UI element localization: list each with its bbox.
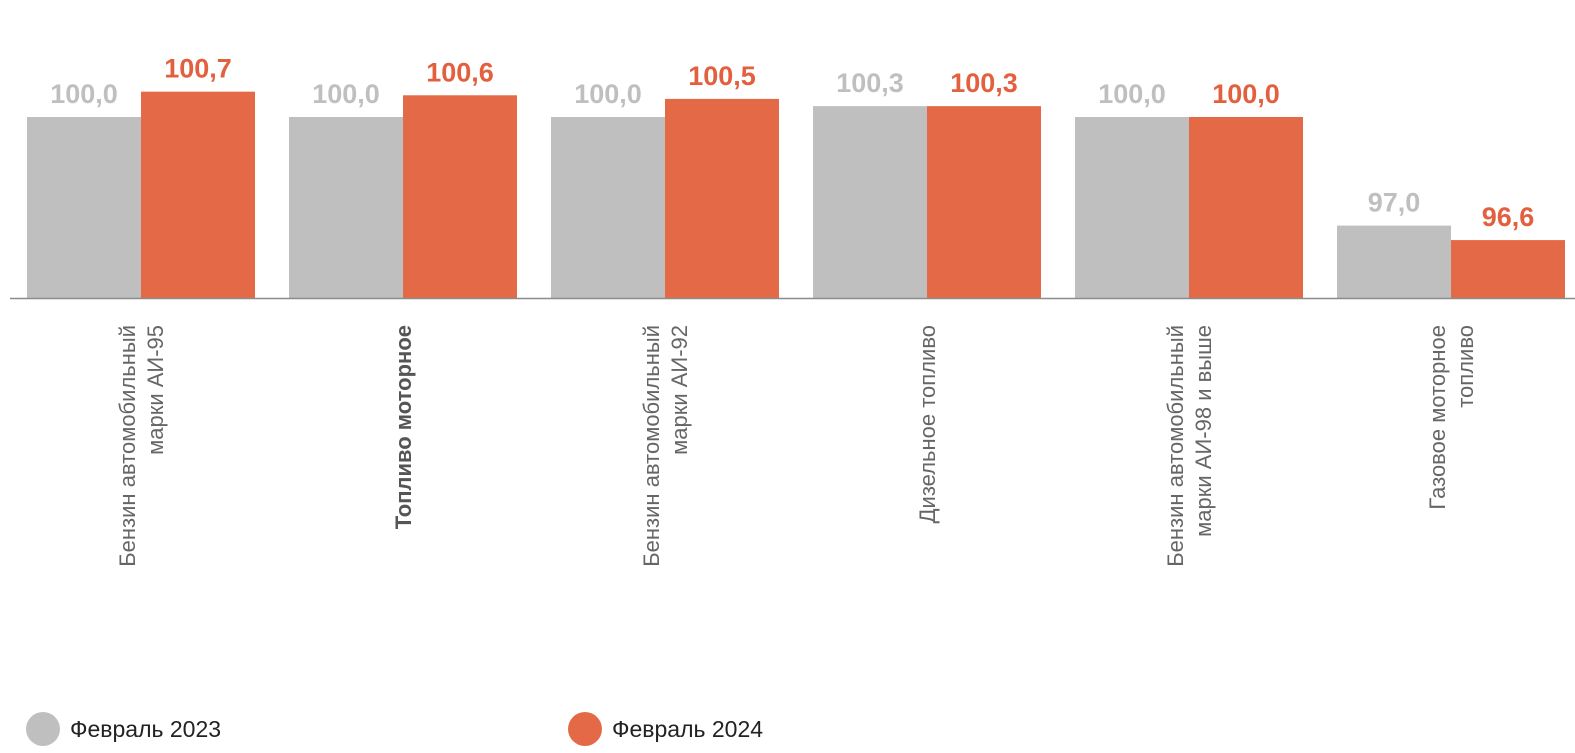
bar-2024-2 <box>665 98 779 299</box>
category-label-4: Бензин автомобильный марки АИ-98 и выше <box>1163 325 1216 567</box>
data-label-2024-3: 100,3 <box>950 68 1018 98</box>
category-label-3: Дизельное топливо <box>915 325 940 523</box>
data-label-2023-1: 100,0 <box>312 79 380 109</box>
bar-2023-3 <box>813 106 927 298</box>
legend-swatch-2024 <box>568 712 602 746</box>
data-label-2023-5: 97,0 <box>1368 188 1421 218</box>
legend-label-2023: Февраль 2023 <box>70 715 222 742</box>
data-label-2023-3: 100,3 <box>836 68 904 98</box>
legend-item-2023: Февраль 2023 <box>26 712 221 746</box>
category-label-5: Газовое моторное топливо <box>1425 325 1478 510</box>
data-label-2023-4: 100,0 <box>1098 79 1166 109</box>
bar-2023-1 <box>289 117 403 298</box>
bar-2024-0 <box>141 91 255 298</box>
data-label-2024-1: 100,6 <box>426 57 494 87</box>
legend-label-2024: Февраль 2024 <box>612 715 764 742</box>
category-label-1: Топливо моторное <box>391 325 416 529</box>
legend-item-2024: Февраль 2024 <box>568 712 763 746</box>
bar-2024-5 <box>1451 240 1565 298</box>
bar-2024-4 <box>1189 117 1303 298</box>
data-label-2024-0: 100,7 <box>164 54 232 84</box>
bar-2024-1 <box>403 95 517 298</box>
data-label-2023-0: 100,0 <box>50 79 118 109</box>
bar-2023-0 <box>27 117 141 298</box>
bar-chart: 100,0 100,7 Бензин автомобильный марки АИ-9… <box>10 54 1575 567</box>
data-label-2024-4: 100,0 <box>1212 79 1280 109</box>
category-label-2: Бензин автомобильный марки АИ-92 <box>639 325 692 567</box>
bar-2023-5 <box>1337 225 1451 298</box>
bar-2023-2 <box>551 117 665 298</box>
data-label-2023-2: 100,0 <box>574 79 642 109</box>
legend-swatch-2023 <box>26 712 60 746</box>
data-label-2024-2: 100,5 <box>688 61 756 91</box>
bar-2023-4 <box>1075 117 1189 298</box>
bar-2024-3 <box>927 106 1041 298</box>
category-label-0: Бензин автомобильный марки АИ-95 <box>115 325 168 567</box>
data-label-2024-5: 96,6 <box>1482 202 1535 232</box>
